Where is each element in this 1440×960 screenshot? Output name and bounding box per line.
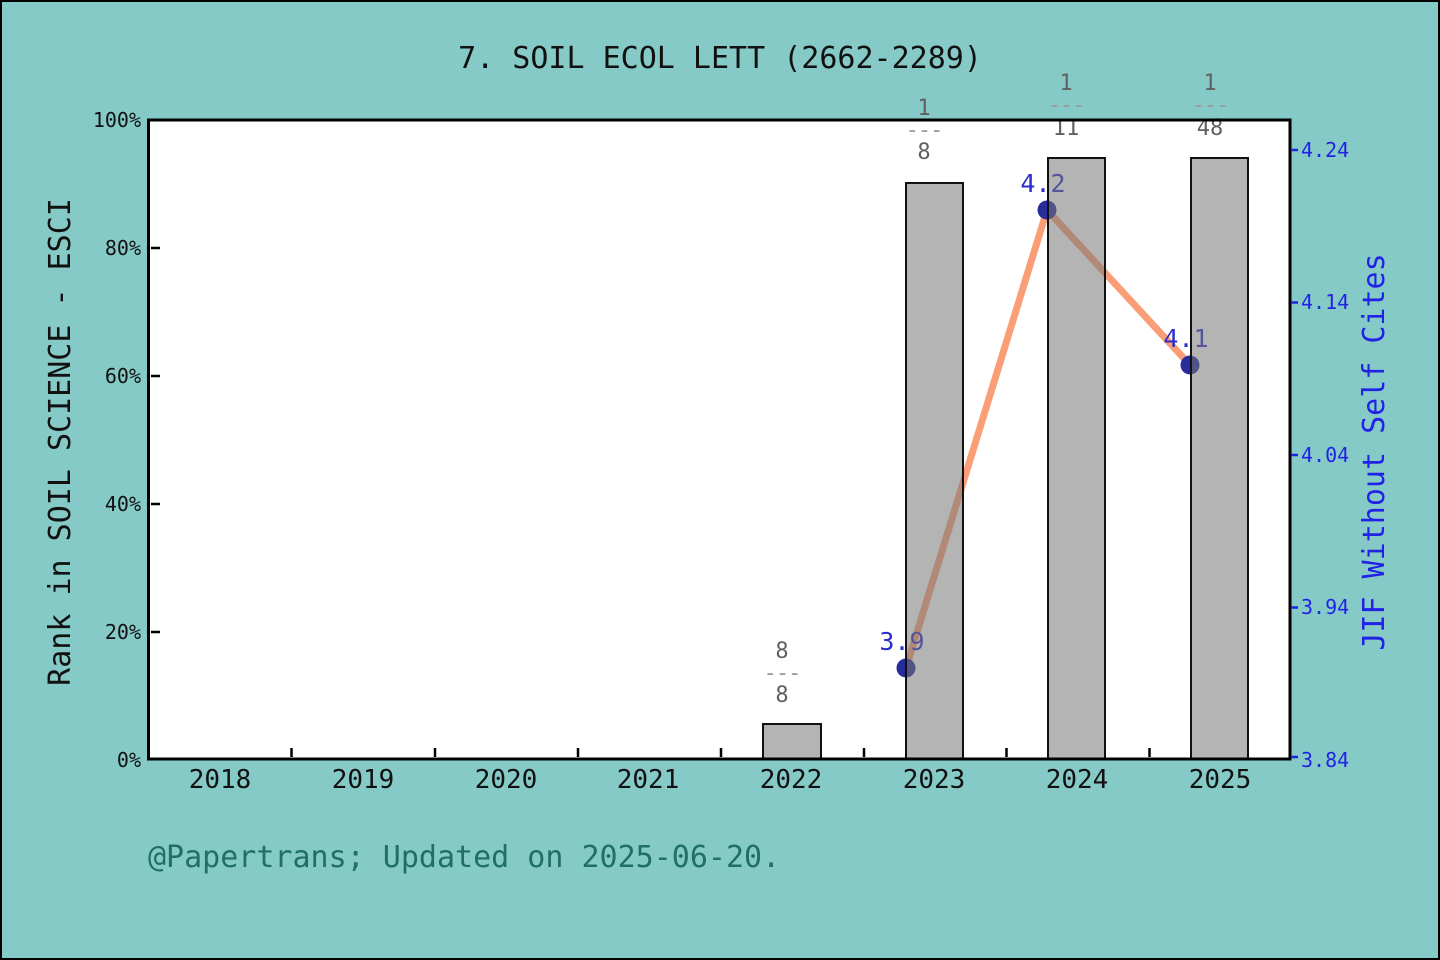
right-tick-414: 4.14 [1301,290,1349,314]
left-tick-60: 60% [105,364,141,388]
x-tick-2021: 2021 [617,765,680,795]
fraction-bar: --- [906,118,943,143]
rank-bar-2023 [905,182,964,760]
right-axis-title: JIF Without Self Cites [1357,253,1392,650]
right-tick-424: 4.24 [1301,138,1349,162]
fraction-bar: --- [1192,93,1229,118]
fraction-denominator: 8 [917,140,930,165]
fraction-denominator: 8 [775,683,788,708]
left-tick-20: 20% [105,620,141,644]
footer-credit: @Papertrans; Updated on 2025-06-20. [148,840,780,875]
fraction-numerator: 1 [1203,71,1216,96]
right-tick-394: 3.94 [1301,595,1349,619]
right-tick-404: 4.04 [1301,443,1349,467]
left-axis-title: Rank in SOIL SCIENCE - ESCI [43,198,78,686]
fraction-numerator: 1 [917,96,930,121]
fraction-2025: 1 --- 48 [1192,71,1230,141]
x-axis-ticks [290,748,1151,757]
left-tick-100: 100% [93,108,141,132]
x-tick-2020: 2020 [475,765,538,795]
plot-area [148,120,1290,760]
rank-bar-2022 [762,723,822,760]
fraction-numerator: 8 [775,639,788,664]
x-tick-2022: 2022 [760,765,823,795]
left-axis-ticks [151,246,160,634]
fraction-2024: 1 --- 11 [1048,71,1086,141]
left-tick-0: 0% [117,748,141,772]
rank-bar-2024 [1047,157,1106,760]
fraction-numerator: 1 [1059,71,1072,96]
left-tick-80: 80% [105,236,141,260]
plot-frame [147,118,1292,761]
x-tick-2018: 2018 [189,765,252,795]
fraction-bar: --- [1048,93,1085,118]
x-tick-2023: 2023 [903,765,966,795]
fraction-bar: --- [764,661,801,686]
x-tick-2025: 2025 [1189,765,1252,795]
rank-bar-2025 [1190,157,1249,760]
left-tick-40: 40% [105,492,141,516]
fraction-2022: 8 --- 8 [764,639,802,708]
fraction-2023: 1 --- 8 [906,96,944,165]
right-axis-ticks [1291,148,1298,759]
x-tick-2019: 2019 [332,765,395,795]
chart-title: 7. SOIL ECOL LETT (2662-2289) [458,41,982,76]
right-tick-384: 3.84 [1301,748,1349,772]
x-tick-2024: 2024 [1046,765,1109,795]
